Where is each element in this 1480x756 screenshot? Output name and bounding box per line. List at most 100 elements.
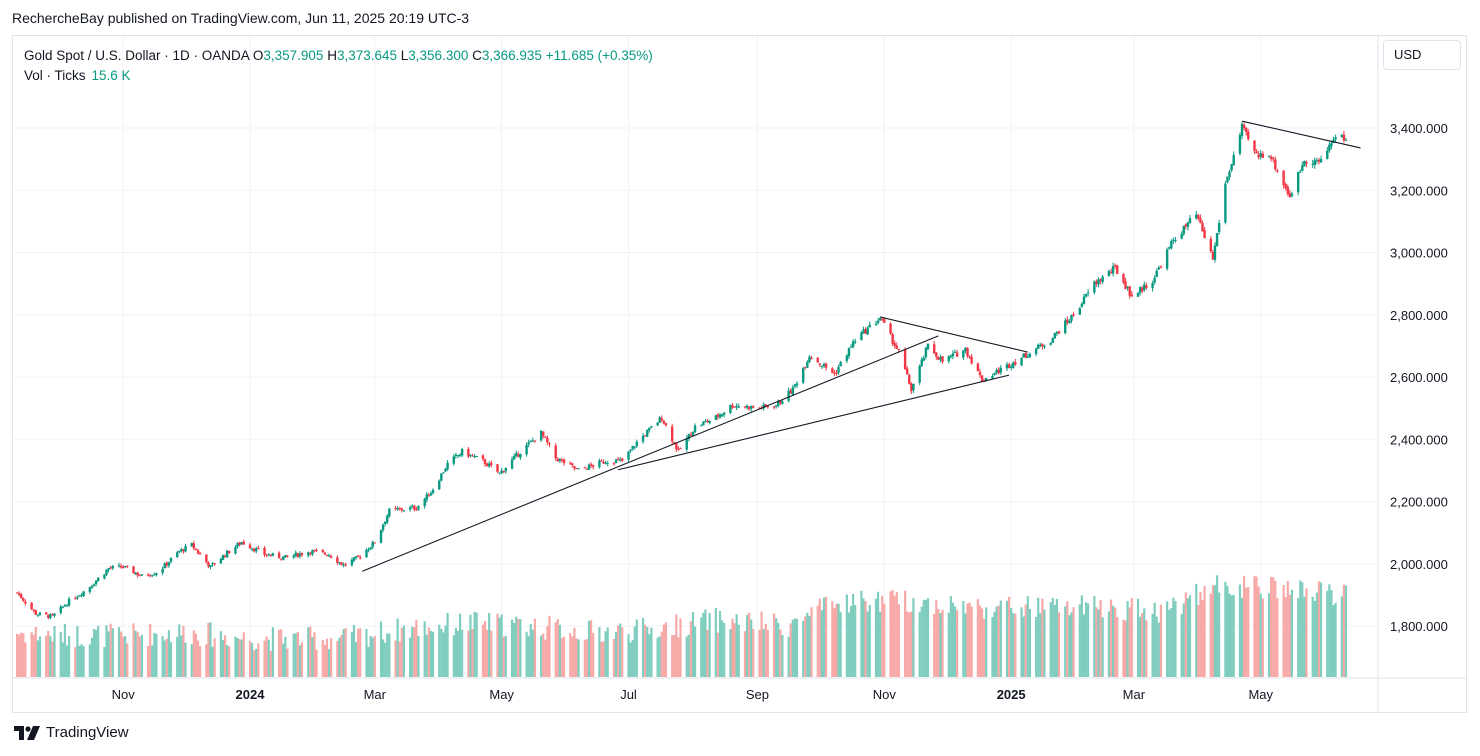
- volume-bar: [1326, 590, 1329, 677]
- currency-button[interactable]: USD: [1383, 40, 1461, 70]
- candle-body: [525, 444, 528, 455]
- candle-body: [1284, 184, 1287, 189]
- volume-bar: [1332, 605, 1335, 677]
- volume-bar: [178, 624, 181, 677]
- candle-body: [213, 563, 216, 565]
- volume-bar: [124, 636, 127, 677]
- volume-bar: [904, 590, 907, 677]
- volume-bar: [223, 635, 227, 677]
- volume-bar: [394, 640, 397, 677]
- volume-bar: [793, 618, 796, 677]
- volume-bar: [271, 627, 274, 677]
- symbol-title[interactable]: Gold Spot / U.S. Dollar · 1D · OANDA: [24, 48, 250, 63]
- candle-body: [386, 515, 389, 523]
- volume-bar: [483, 621, 487, 677]
- candle-body: [1122, 273, 1125, 283]
- volume-bar: [922, 599, 925, 677]
- volume-bar: [396, 618, 399, 677]
- candle-body: [845, 355, 849, 361]
- candle-body: [1230, 164, 1233, 171]
- candle-body: [1197, 215, 1200, 219]
- volume-bar: [30, 632, 33, 677]
- volume-bar: [750, 619, 753, 677]
- candle-body: [51, 614, 54, 616]
- candle-body: [745, 405, 749, 408]
- volume-bar: [883, 603, 886, 677]
- candle-body: [1344, 139, 1348, 141]
- volume-bar: [1101, 617, 1104, 677]
- volume-bar: [1228, 593, 1231, 677]
- volume-bar: [1151, 613, 1154, 677]
- candle-body: [618, 459, 622, 461]
- volume-bar: [365, 629, 368, 677]
- candle-body: [423, 498, 426, 507]
- volume-bar: [662, 624, 665, 677]
- volume-bar: [342, 629, 345, 677]
- candle-body: [415, 509, 418, 511]
- volume-bar: [839, 612, 842, 677]
- volume-bar: [631, 639, 634, 677]
- tradingview-logo[interactable]: TradingView: [14, 724, 129, 741]
- volume-bar: [1141, 613, 1144, 677]
- candle-body: [562, 459, 566, 464]
- candle-body: [496, 464, 499, 472]
- candle-body: [937, 356, 940, 360]
- volume-bar: [617, 625, 620, 677]
- candle-body: [816, 357, 819, 363]
- candle-body: [192, 543, 196, 549]
- candle-body: [908, 374, 911, 384]
- candle-body: [1240, 123, 1244, 137]
- volume-bar: [228, 646, 231, 677]
- volume-bar: [1297, 598, 1300, 677]
- candle-body: [265, 554, 268, 556]
- candle-body: [970, 357, 973, 364]
- volume-bar: [808, 615, 811, 677]
- candle-body: [323, 552, 327, 555]
- candle-body: [292, 555, 295, 558]
- volume-bar: [966, 603, 969, 677]
- volume-label[interactable]: Vol · Ticks: [24, 68, 86, 83]
- volume-bar: [1288, 594, 1291, 677]
- candle-body: [903, 349, 907, 370]
- candle-body: [344, 564, 347, 566]
- volume-bar: [806, 612, 809, 677]
- candle-body: [167, 562, 171, 566]
- candle-body: [598, 460, 601, 468]
- volume-bar: [1201, 600, 1204, 677]
- candle-body: [1238, 135, 1242, 154]
- candle-body: [286, 555, 289, 557]
- y-tick-label: 3,400.000: [1390, 121, 1448, 136]
- volume-bar: [587, 620, 591, 677]
- candle-body: [1037, 344, 1040, 349]
- candle-body: [1064, 320, 1067, 334]
- volume-bar: [236, 638, 239, 677]
- volume-bar: [219, 631, 222, 677]
- candle-body: [1182, 225, 1185, 235]
- candle-body: [604, 462, 607, 464]
- candle-body: [15, 592, 19, 594]
- candle-body: [165, 562, 169, 566]
- candle-body: [542, 431, 545, 436]
- candle-body: [1155, 270, 1158, 278]
- volume-bar: [20, 632, 23, 677]
- candle-body: [837, 366, 840, 373]
- candle-body: [223, 555, 227, 557]
- volume-bar: [621, 627, 624, 677]
- volume-bar: [949, 596, 952, 677]
- candle-body: [1211, 252, 1215, 260]
- volume-bar: [1082, 614, 1086, 677]
- volume-bar: [74, 647, 77, 677]
- volume-bar: [585, 639, 589, 677]
- volume-bar: [488, 613, 491, 677]
- candle-body: [1153, 277, 1156, 283]
- volume-bar: [1107, 611, 1111, 677]
- candle-body: [124, 566, 127, 568]
- candle-body: [616, 458, 620, 460]
- high-value: 3,373.645: [336, 48, 397, 63]
- volume-bar: [184, 642, 187, 677]
- candle-body: [912, 383, 915, 391]
- candle-body: [151, 575, 154, 577]
- candle-body: [1049, 342, 1052, 345]
- volume-bar: [644, 624, 647, 677]
